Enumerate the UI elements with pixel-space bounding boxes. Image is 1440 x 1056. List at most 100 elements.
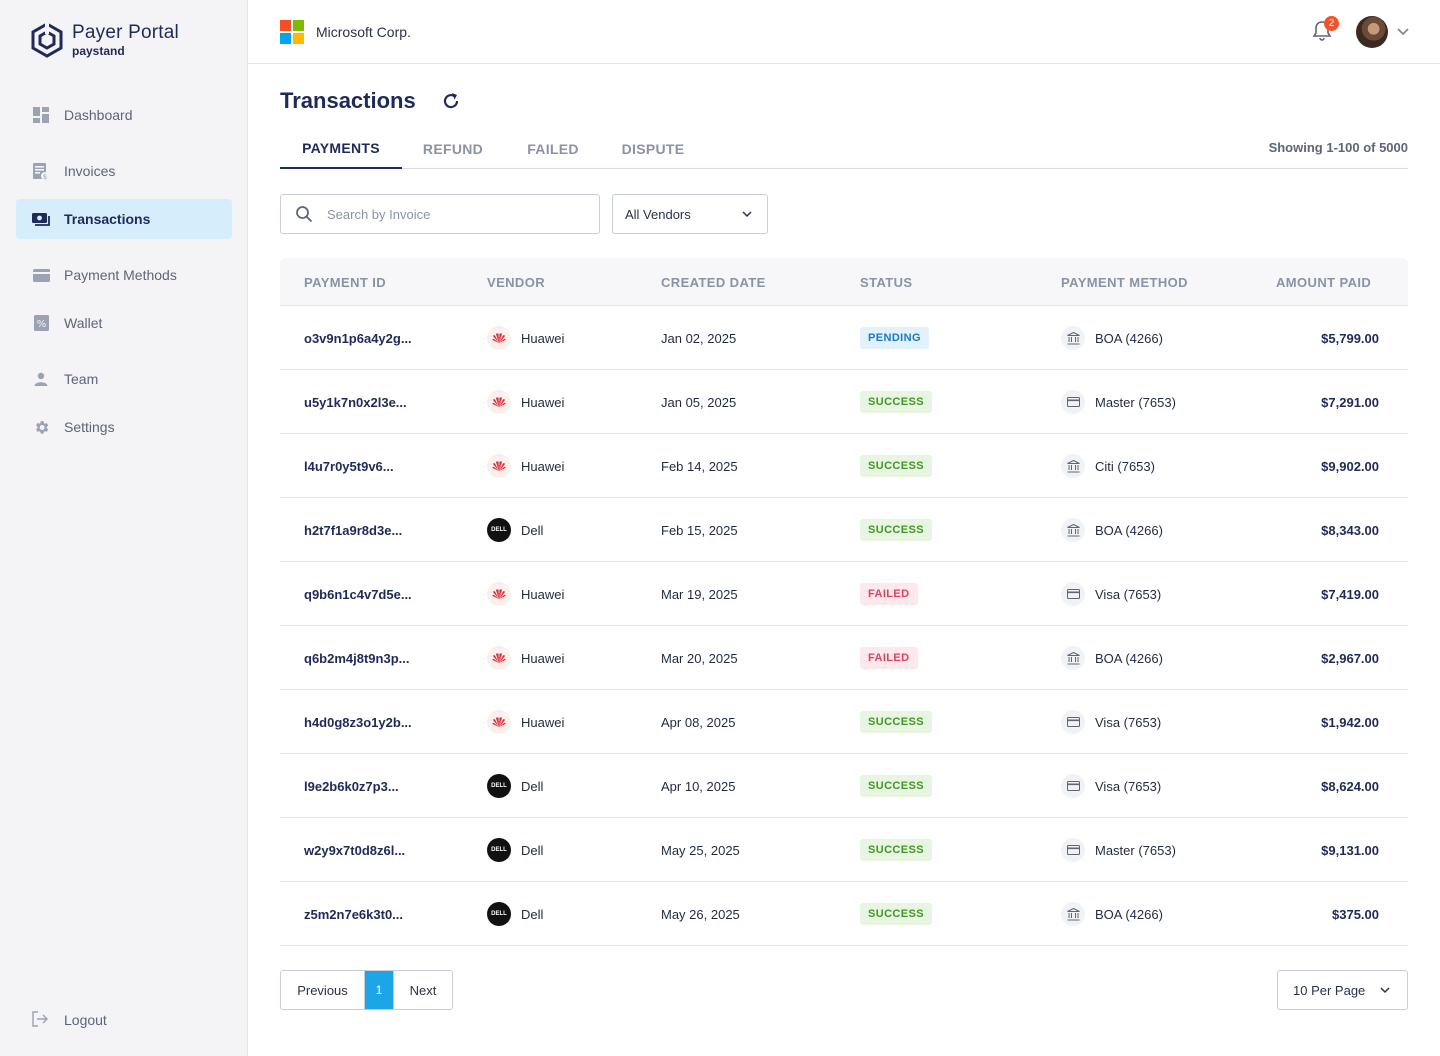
payment-id[interactable]: z5m2n7e6k3t0...	[304, 906, 404, 922]
sidebar-item-team[interactable]: Team	[16, 359, 232, 399]
search-box[interactable]	[280, 194, 600, 234]
tab-dispute[interactable]: DISPUTE	[621, 140, 685, 157]
table-row[interactable]: l9e2b6k0z7p3... DELL Dell Apr 10, 2025 SUCCE…	[280, 754, 1408, 818]
huawei-logo-icon	[487, 646, 511, 670]
payment-id[interactable]: l9e2b6k0z7p3...	[304, 778, 399, 794]
next-page-button[interactable]: Next	[393, 971, 452, 1009]
table-row[interactable]: q9b6n1c4v7d5e... Huawei Mar 19, 2025 FAILED…	[280, 562, 1408, 626]
payment-method-cell: BOA (4266)	[1061, 498, 1163, 562]
refresh-icon[interactable]	[441, 91, 461, 111]
column-header-created-date[interactable]: CREATED DATE	[661, 275, 766, 290]
results-count: Showing 1-100 of 5000	[1268, 140, 1408, 155]
search-input[interactable]	[327, 206, 577, 222]
table-row[interactable]: l4u7r0y5t9v6... Huawei Feb 14, 2025 SUCCESS…	[280, 434, 1408, 498]
sidebar-item-payment-methods[interactable]: Payment Methods	[16, 255, 232, 295]
payment-method-name: Master (7653)	[1095, 394, 1176, 410]
logout-label: Logout	[64, 1012, 107, 1028]
card-icon	[1061, 582, 1085, 606]
payment-id[interactable]: o3v9n1p6a4y2g...	[304, 330, 412, 346]
brand-title: Payer Portal	[72, 22, 179, 43]
svg-text:$: $	[43, 173, 47, 180]
dell-logo-icon: DELL	[487, 774, 511, 798]
svg-text:%: %	[36, 319, 46, 330]
column-header-payment-method[interactable]: PAYMENT METHOD	[1061, 275, 1188, 290]
payment-id[interactable]: l4u7r0y5t9v6...	[304, 458, 394, 474]
sidebar-item-wallet[interactable]: % Wallet	[16, 303, 232, 343]
table-row[interactable]: h2t7f1a9r8d3e... DELL Dell Feb 15, 2025 SUCC…	[280, 498, 1408, 562]
sidebar-item-settings[interactable]: Settings	[16, 407, 232, 447]
transactions-icon	[32, 210, 50, 228]
column-header-vendor[interactable]: VENDOR	[487, 275, 546, 290]
table-header: PAYMENT ID VENDOR CREATED DATE STATUS PA…	[280, 258, 1408, 306]
card-icon	[32, 266, 50, 284]
sidebar-item-label: Settings	[64, 419, 115, 435]
sidebar-item-label: Payment Methods	[64, 267, 177, 283]
company-switcher[interactable]: Microsoft Corp.	[280, 20, 411, 44]
payment-method-name: Visa (7653)	[1095, 586, 1162, 602]
amount-paid: $9,131.00	[1321, 842, 1379, 858]
payment-id[interactable]: q9b6n1c4v7d5e...	[304, 586, 412, 602]
column-header-amount-paid[interactable]: AMOUNT PAID	[1276, 275, 1372, 290]
chevron-down-icon	[1380, 987, 1390, 994]
payment-method-cell: BOA (4266)	[1061, 882, 1163, 946]
bank-icon	[1061, 646, 1085, 670]
column-header-status[interactable]: STATUS	[860, 275, 913, 290]
status-badge: SUCCESS	[860, 519, 932, 541]
vendor-filter-dropdown[interactable]: All Vendors	[612, 194, 768, 234]
created-date: Apr 10, 2025	[661, 778, 736, 794]
status-badge: SUCCESS	[860, 903, 932, 925]
payment-id[interactable]: w2y9x7t0d8z6l...	[304, 842, 406, 858]
payment-id[interactable]: h2t7f1a9r8d3e...	[304, 522, 403, 538]
vendor-cell: DELL Dell	[487, 498, 543, 562]
payment-method-name: Master (7653)	[1095, 842, 1176, 858]
tab-payments[interactable]: PAYMENTS	[280, 128, 402, 169]
card-icon	[1061, 838, 1085, 862]
sidebar-item-label: Dashboard	[64, 107, 133, 123]
bank-icon	[1061, 454, 1085, 478]
tab-failed[interactable]: FAILED	[527, 140, 579, 157]
vendor-name: Huawei	[521, 330, 565, 346]
amount-paid: $375.00	[1332, 906, 1379, 922]
brand[interactable]: Payer Portal paystand	[30, 20, 179, 60]
table-row[interactable]: q6b2m4j8t9n3p... Huawei Mar 20, 2025 FAILED…	[280, 626, 1408, 690]
payment-id[interactable]: u5y1k7n0x2l3e...	[304, 394, 407, 410]
sidebar-item-invoices[interactable]: $ Invoices	[16, 151, 232, 191]
logout-button[interactable]: Logout	[16, 1000, 232, 1040]
status-cell: FAILED	[860, 562, 918, 626]
amount-paid: $7,291.00	[1321, 394, 1379, 410]
page-title: Transactions	[280, 88, 416, 113]
status-badge: SUCCESS	[860, 391, 932, 413]
transactions-table: PAYMENT ID VENDOR CREATED DATE STATUS PA…	[280, 258, 1408, 946]
vendor-cell: Huawei	[487, 626, 564, 690]
tab-refund[interactable]: REFUND	[422, 140, 484, 157]
previous-page-button[interactable]: Previous	[281, 971, 365, 1009]
payment-method-name: BOA (4266)	[1095, 522, 1163, 538]
status-cell: SUCCESS	[860, 690, 932, 754]
sidebar-item-dashboard[interactable]: Dashboard	[16, 95, 232, 135]
per-page-dropdown[interactable]: 10 Per Page	[1277, 970, 1408, 1010]
payment-method-cell: Citi (7653)	[1061, 434, 1155, 498]
table-row[interactable]: z5m2n7e6k3t0... DELL Dell May 26, 2025 SUCCE…	[280, 882, 1408, 946]
vendor-name: Dell	[521, 906, 544, 922]
table-row[interactable]: h4d0g8z3o1y2b... Huawei Apr 08, 2025 SUCCES…	[280, 690, 1408, 754]
created-date: May 26, 2025	[661, 906, 740, 922]
payment-method-cell: Visa (7653)	[1061, 754, 1161, 818]
table-row[interactable]: o3v9n1p6a4y2g... Huawei Jan 02, 2025 PENDIN…	[280, 306, 1408, 370]
column-header-payment-id[interactable]: PAYMENT ID	[304, 275, 387, 290]
table-row[interactable]: w2y9x7t0d8z6l... DELL Dell May 25, 2025 SUCC…	[280, 818, 1408, 882]
huawei-logo-icon	[487, 454, 511, 478]
payment-method-name: Citi (7653)	[1095, 458, 1155, 474]
page-number-button[interactable]: 1	[365, 971, 393, 1009]
chevron-down-icon[interactable]	[1396, 24, 1410, 38]
notifications-button[interactable]: 2	[1312, 16, 1339, 44]
payment-id[interactable]: h4d0g8z3o1y2b...	[304, 714, 412, 730]
avatar[interactable]	[1356, 16, 1388, 48]
amount-paid: $7,419.00	[1321, 586, 1379, 602]
payment-id[interactable]: q6b2m4j8t9n3p...	[304, 650, 410, 666]
bank-icon	[1061, 518, 1085, 542]
sidebar-item-transactions[interactable]: Transactions	[16, 199, 232, 239]
huawei-logo-icon	[487, 710, 511, 734]
table-row[interactable]: u5y1k7n0x2l3e... Huawei Jan 05, 2025 SUCCES…	[280, 370, 1408, 434]
created-date: Jan 02, 2025	[661, 330, 737, 346]
amount-paid: $9,902.00	[1321, 458, 1379, 474]
